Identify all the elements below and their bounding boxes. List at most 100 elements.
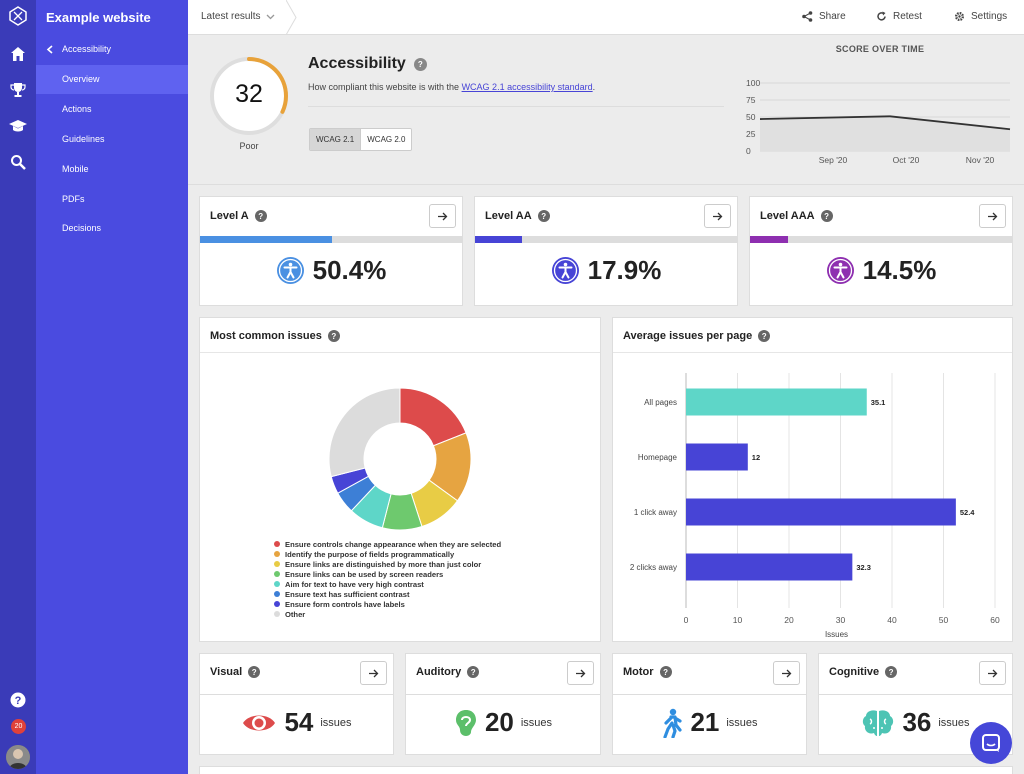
divider: [200, 694, 393, 695]
chart-title: SCORE OVER TIME: [835, 44, 925, 54]
score-over-time-chart: SCORE OVER TIME 100 75 50 25 0 Sep '20 Oct '20…: [736, 35, 1024, 185]
x-tick-label: Sep '20: [819, 155, 848, 165]
chat-icon: [982, 734, 1000, 752]
score-line: [759, 115, 1011, 131]
sidebar-item-overview[interactable]: Overview: [36, 65, 188, 94]
level-aa-score: 17.9%: [475, 255, 737, 286]
sidebar-item-pdfs[interactable]: PDFs: [62, 194, 85, 204]
bar: [686, 498, 956, 526]
motor-open-button[interactable]: [773, 661, 800, 685]
motor-count: 21: [690, 707, 720, 737]
next-section-card: [199, 766, 1013, 774]
description-text: How compliant this website is with the: [308, 82, 462, 92]
level-aa-open-button[interactable]: [704, 204, 731, 228]
visual-count: 54: [284, 707, 314, 737]
sidebar-item-decisions[interactable]: Decisions: [62, 223, 102, 233]
eye-icon: [243, 715, 276, 730]
legend-item[interactable]: Ensure links can be used by screen reade…: [274, 569, 501, 579]
category-label: Homepage: [638, 453, 678, 462]
logo-icon[interactable]: [8, 6, 28, 26]
share-button[interactable]: Share: [802, 11, 846, 22]
level-aaa-title: Level AAA: [760, 210, 815, 222]
gear-icon: [955, 12, 964, 21]
legend-swatch: [274, 561, 280, 567]
tab-wcag-2-0[interactable]: WCAG 2.0: [361, 129, 412, 150]
most-common-issues-header: Most common issues?: [210, 330, 340, 342]
trophy-icon[interactable]: [8, 80, 28, 100]
wcag-version-tabs: WCAG 2.1 WCAG 2.0: [309, 128, 413, 151]
accessibility-summary: 32 Poor Accessibility ? How compliant th…: [188, 35, 1024, 185]
home-icon[interactable]: [8, 44, 28, 64]
legend-item[interactable]: Ensure links are distinguished by more t…: [274, 559, 501, 569]
notifications-badge[interactable]: 20: [11, 719, 26, 734]
average-issues-bar-chart: 0 10 20 30 40 50 60 All pages 35.1 Homepage 12 1 cl…: [630, 373, 1000, 639]
category-label: All pages: [644, 398, 677, 407]
legend-swatch: [274, 541, 280, 547]
avatar[interactable]: [6, 745, 30, 769]
level-a-open-button[interactable]: [429, 204, 456, 228]
site-title[interactable]: Example website: [46, 10, 151, 25]
latest-results-label: Latest results: [201, 11, 261, 22]
x-tick-label: Oct '20: [893, 155, 920, 165]
sidebar: Example website Accessibility Overview A…: [36, 0, 188, 774]
arrow-right-icon: [987, 669, 997, 677]
help-icon[interactable]: ?: [413, 57, 427, 71]
settings-button[interactable]: Settings: [954, 11, 1007, 22]
tab-wcag-2-1[interactable]: WCAG 2.1: [310, 129, 362, 150]
legend-item[interactable]: Identify the purpose of fields programma…: [274, 549, 501, 559]
score-over-time-plot: 100 75 50 25 0 Sep '20 Oct '20 Nov '20: [746, 78, 1011, 165]
level-aaa-progress-fill: [750, 236, 788, 243]
bar: [686, 443, 748, 471]
retest-button[interactable]: Retest: [876, 11, 922, 22]
help-icon[interactable]: ?: [659, 666, 672, 678]
legend-item[interactable]: Ensure text has sufficient contrast: [274, 589, 501, 599]
level-aaa-open-button[interactable]: [979, 204, 1006, 228]
legend-label: Ensure links can be used by screen reade…: [285, 569, 444, 579]
motor-issues: 21 issues: [613, 707, 806, 738]
y-tick-label: 100: [746, 78, 760, 88]
level-a-header: Level A?: [210, 210, 267, 222]
search-icon[interactable]: [8, 152, 28, 172]
legend-item[interactable]: Ensure controls change appearance when t…: [274, 539, 501, 549]
legend-item[interactable]: Other: [274, 609, 501, 619]
auditory-header: Auditory?: [416, 666, 480, 678]
sidebar-item-actions[interactable]: Actions: [62, 104, 92, 114]
legend-item[interactable]: Ensure form controls have labels: [274, 599, 501, 609]
legend-item[interactable]: Aim for text to have very high contrast: [274, 579, 501, 589]
help-icon[interactable]: ?: [885, 666, 898, 678]
back-link[interactable]: Accessibility: [46, 44, 111, 54]
help-icon[interactable]: ?: [537, 210, 550, 222]
auditory-card: Auditory? 20 issues: [405, 653, 601, 755]
help-icon[interactable]: ?: [327, 330, 340, 342]
help-icon[interactable]: ?: [254, 210, 267, 222]
score-value: 32: [235, 80, 263, 108]
divider: [406, 694, 600, 695]
sidebar-item-mobile[interactable]: Mobile: [62, 164, 89, 174]
brain-icon: [863, 709, 894, 736]
help-icon[interactable]: ?: [8, 690, 28, 710]
chevron-down-icon: [267, 14, 275, 19]
legend-swatch: [274, 551, 280, 557]
latest-results-dropdown[interactable]: Latest results: [201, 11, 275, 22]
visual-unit: issues: [320, 716, 352, 729]
icon-rail: ? 20: [0, 0, 36, 774]
help-icon[interactable]: ?: [820, 210, 833, 222]
sidebar-item-guidelines[interactable]: Guidelines: [62, 134, 105, 144]
help-icon[interactable]: ?: [467, 666, 480, 678]
help-icon[interactable]: ?: [248, 666, 261, 678]
help-icon[interactable]: ?: [758, 330, 771, 342]
auditory-open-button[interactable]: [567, 661, 594, 685]
cognitive-title: Cognitive: [829, 666, 880, 678]
settings-label: Settings: [971, 11, 1008, 22]
graduation-cap-icon[interactable]: [8, 116, 28, 136]
visual-card: Visual? 54 issues: [199, 653, 394, 755]
accessibility-icon: [551, 257, 579, 284]
cognitive-open-button[interactable]: [979, 661, 1006, 685]
legend-label: Ensure controls change appearance when t…: [285, 539, 502, 549]
chat-button[interactable]: [970, 722, 1012, 764]
issues-legend: Ensure controls change appearance when t…: [274, 539, 501, 619]
visual-issues: 54 issues: [200, 707, 393, 738]
wcag-link[interactable]: WCAG 2.1 accessibility standard: [461, 82, 593, 92]
legend-label: Ensure text has sufficient contrast: [285, 589, 410, 599]
visual-open-button[interactable]: [360, 661, 387, 685]
